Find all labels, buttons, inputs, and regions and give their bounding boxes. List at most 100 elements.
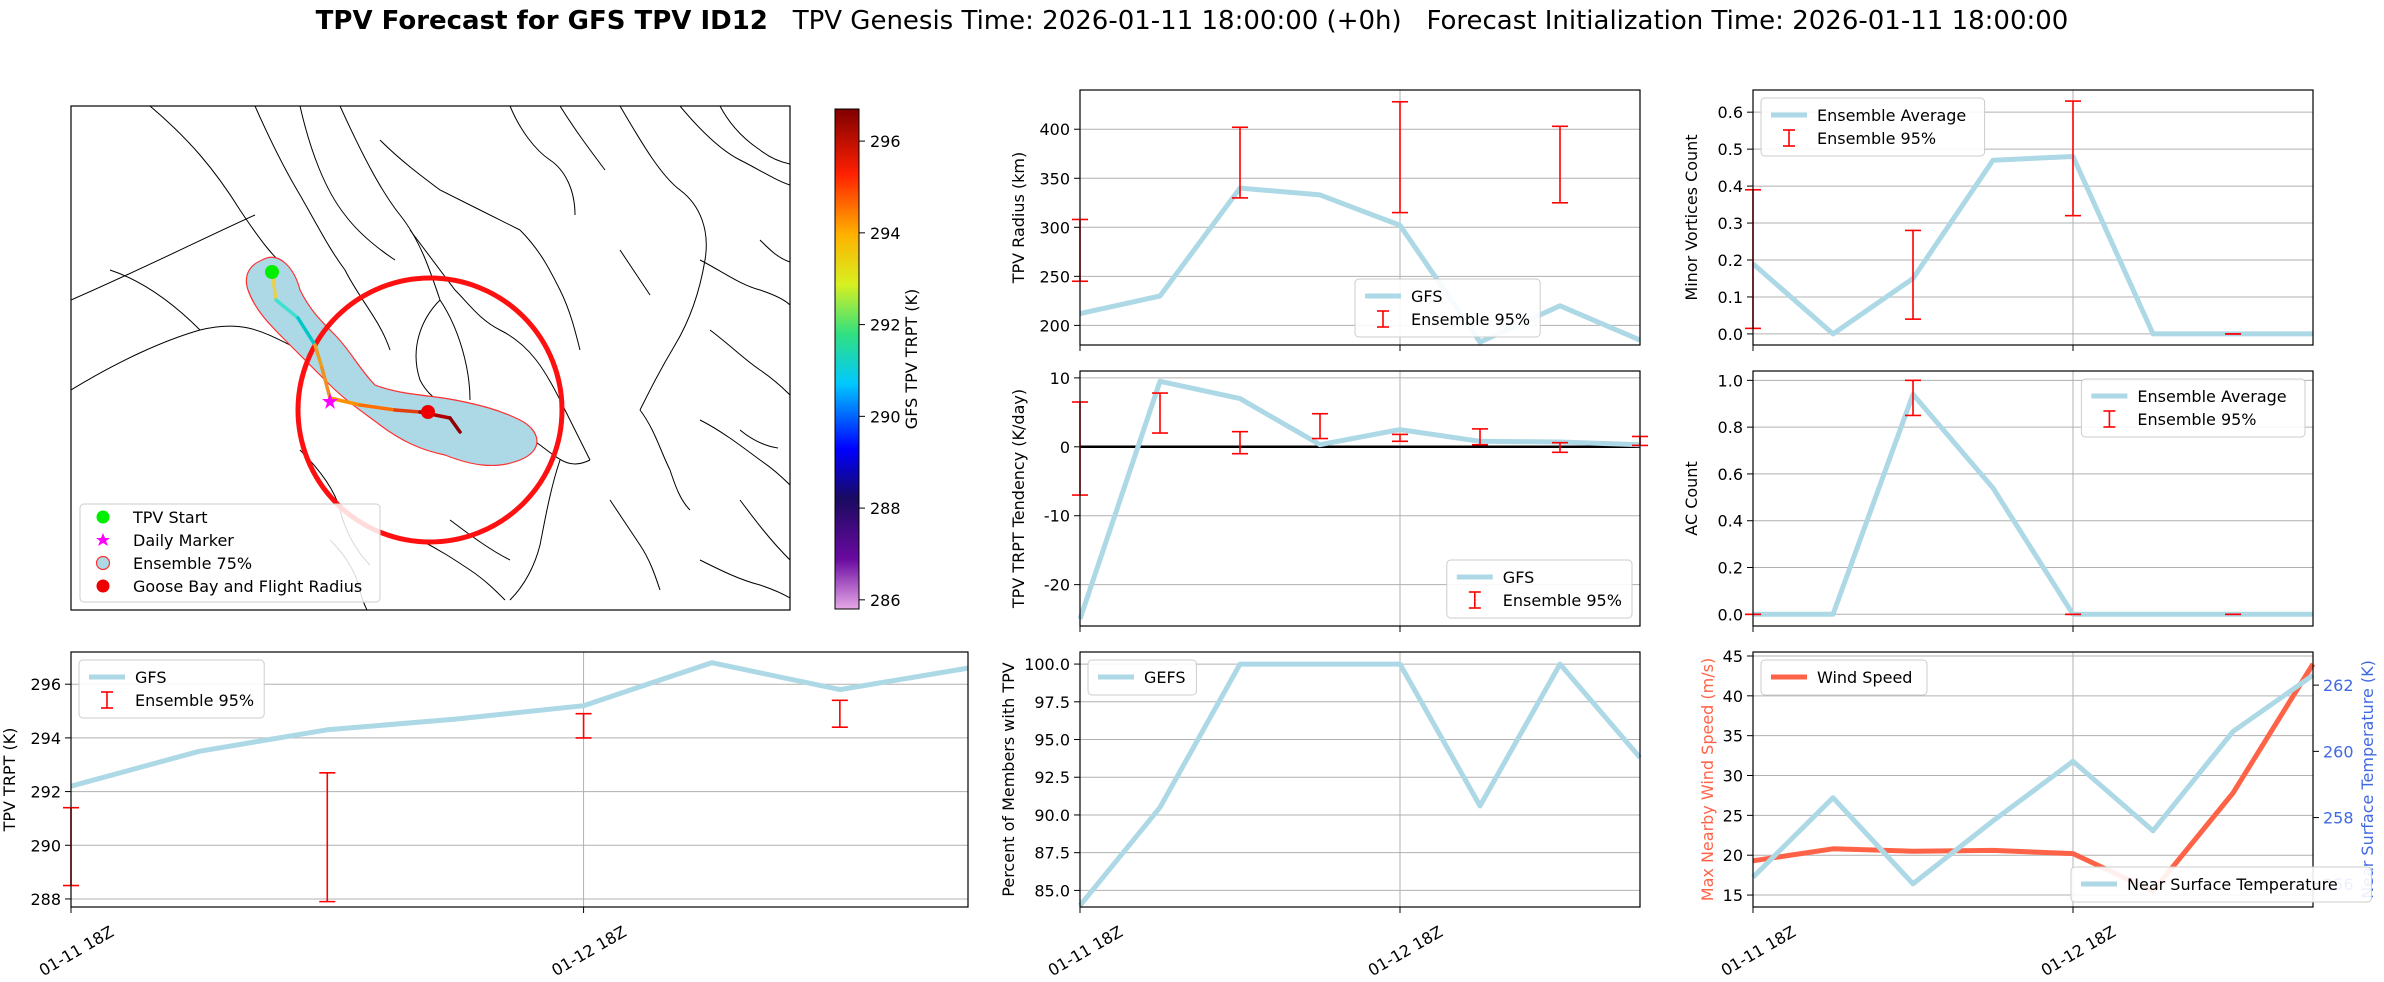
map-legend: TPV Start Daily Marker Ensemble 75% Goos… [79,503,381,603]
chart-legend: Near Surface Temperature [2070,866,2372,903]
chart-radius: 200 250 300 350 400 TPV Radius (km) GFS Ensembl… [1009,89,1641,351]
y-tick-label: 0.2 [1718,251,1743,270]
legend-errorbar-swatch [2103,410,2116,428]
legend-label: GFS [1411,287,1442,306]
y-tick-label: 0.1 [1718,288,1743,307]
legend-errorbar-swatch [101,691,113,709]
legend-label: GFS [135,668,166,687]
legend-label: Near Surface Temperature [2127,875,2338,894]
daily-marker-star [322,393,338,409]
error-bar [1905,229,1921,320]
error-bar [1232,126,1248,199]
y-tick-label: -20 [1044,576,1070,595]
y-tick-label: 288 [30,890,61,909]
y-tick-label: 25 [1723,806,1743,825]
map-legend-label: Daily Marker [133,531,234,550]
y2-tick-label: 262 [2323,676,2354,695]
plot-frame [1079,370,1641,627]
title-genesis-time: TPV Genesis Time: 2026-01-11 18:00:00 (+… [792,6,1402,36]
y-tick-label: 10 [1050,369,1070,388]
y-tick-label: 0.6 [1718,465,1743,484]
series-line [1077,378,1641,620]
chart-minor: 0.0 0.1 0.2 0.3 0.4 0.5 0.6 Minor Vortices Coun… [1682,89,2314,351]
plot-frame [70,651,969,908]
colorbar-label: GFS TPV TRPT (K) [902,289,921,429]
y-axis-label: Max Nearby Wind Speed (m/s) [1698,658,1717,901]
y-tick-label: 35 [1723,727,1743,746]
legend-label: Ensemble 95% [1503,591,1622,610]
y-tick-label: 92.5 [1034,768,1070,787]
error-bar [1392,433,1408,443]
legend-label: Ensemble Average [2137,387,2286,406]
chart-legend: Wind Speed [1760,659,1928,696]
legend-errorbar-swatch [1377,310,1389,328]
series-line [1078,661,1642,908]
plot-frame [1752,89,2314,346]
legend-label: GFS [1503,568,1534,587]
y-tick-label: 200 [1039,316,1070,335]
colorbar-tick-label: 292 [870,316,901,335]
legend-box [1446,559,1633,619]
colorbar-gradient [834,108,860,610]
x-tick-label: 01-12 18Z [2038,922,2119,980]
y-tick-label: 15 [1723,886,1743,905]
y2-tick-label: 258 [2323,809,2354,828]
y-axis-label: TPV TRPT (K) [0,728,19,833]
colorbar-tick-label: 286 [870,591,901,610]
series-line [1752,662,2316,894]
y-tick-label: 0.4 [1718,177,1743,196]
blue-circle-outline-icon [95,555,111,571]
chart-percent: 85.0 87.5 90.0 92.5 95.0 97.5 100.0 01-11 18Z 01… [999,651,1642,980]
legend-box [2070,866,2372,903]
error-bar [1905,379,1921,417]
plot-frame [1752,651,2314,908]
y-tick-label: 85.0 [1034,881,1070,900]
y-tick-label: 294 [30,729,61,748]
series-line [1079,185,1641,345]
legend-box [2080,378,2306,438]
flight-radius-circle [295,275,565,545]
chart-legend: Ensemble Average Ensemble 95% [1760,97,1986,157]
y-tick-label: 45 [1723,647,1743,666]
y-axis-label: Minor Vortices Count [1682,134,1701,300]
y-tick-label: 30 [1723,767,1743,786]
y-tick-label: 0 [1060,438,1070,457]
y-tick-label: 292 [30,783,61,802]
error-bar [1472,428,1488,446]
chart-legend: GFS Ensemble 95% [1354,278,1541,338]
legend-box [1760,659,1928,696]
red-circle-icon [96,579,110,593]
y2-tick-label: 260 [2323,742,2354,761]
coastlines [71,106,790,610]
colorbar: GFS TPV TRPT (K) 286 288 290 292 294 296 [834,108,921,610]
colorbar-tick-label: 288 [870,499,901,518]
y-tick-label: 296 [30,675,61,694]
x-tick-label: 01-12 18Z [1365,922,1446,980]
green-circle-icon [96,510,110,524]
legend-label: GEFS [1144,668,1186,687]
series-line [1751,673,2315,887]
y-tick-label: 400 [1039,120,1070,139]
error-bar [1152,392,1168,434]
map-legend-label: Goose Bay and Flight Radius [133,577,362,596]
legend-box [78,659,265,719]
x-tick-label: 01-11 18Z [1045,922,1126,980]
y-tick-label: 95.0 [1034,731,1070,750]
y2-axis-label: Near Surface Temperature (K) [2358,660,2377,899]
legend-errorbar-swatch [1783,129,1795,147]
error-bar [2065,100,2081,217]
y-tick-label: 40 [1723,687,1743,706]
legend-box [1354,278,1541,338]
legend-label: Ensemble 95% [135,691,254,710]
x-tick-label: 01-11 18Z [1718,922,1799,980]
y-axis-label: AC Count [1682,461,1701,535]
error-bar [575,712,592,739]
y-tick-label: 20 [1723,846,1743,865]
legend-label: Ensemble 95% [1411,310,1530,329]
tpv-start-marker [265,265,279,279]
series-line [70,660,969,789]
x-tick-label: 01-11 18Z [36,922,117,980]
y-tick-label: 97.5 [1034,693,1070,712]
